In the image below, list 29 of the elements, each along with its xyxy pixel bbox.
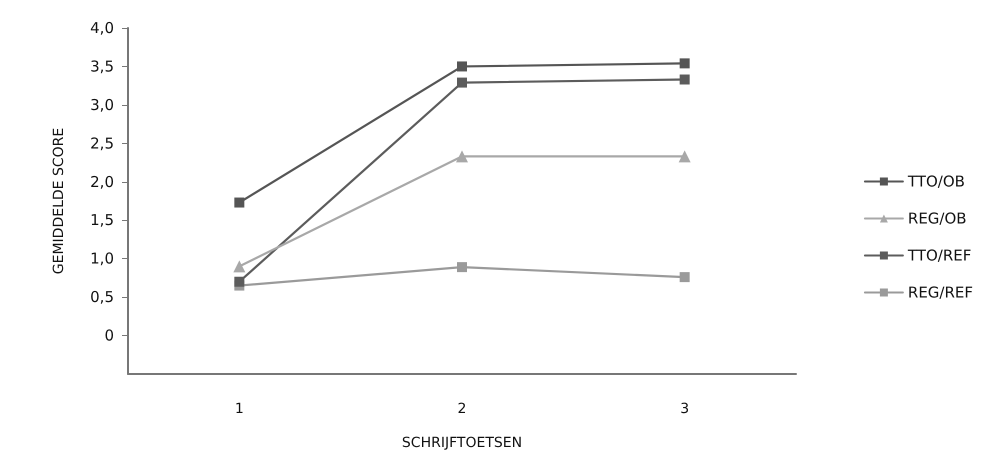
y-axis-title: GEMIDDELDE SCORE — [51, 128, 67, 274]
y-tick-label: 3,0 — [90, 96, 114, 114]
y-tick-label: 1,0 — [90, 250, 114, 268]
y-tick-label: 3,5 — [90, 57, 114, 76]
point — [456, 150, 468, 162]
y-tick-label: 2,0 — [90, 172, 114, 191]
legend-label: TTO/OB — [906, 172, 965, 190]
y-tick-label: 0 — [104, 326, 114, 345]
point — [680, 74, 690, 85]
y-tick-label: 0,5 — [90, 288, 114, 306]
x-tick-label: 2 — [458, 401, 466, 417]
point — [234, 198, 244, 208]
legend-label: TTO/REF — [906, 246, 972, 264]
x-axis-title: SCHRIJFTOETSEN — [402, 435, 522, 451]
point — [680, 58, 690, 68]
legend-label: REG/OB — [908, 210, 967, 228]
point — [678, 150, 691, 162]
point — [457, 78, 467, 88]
point — [233, 260, 246, 272]
y-tick-label: 2,5 — [90, 134, 114, 152]
legend-label: REG/REF — [908, 284, 974, 302]
point — [457, 262, 467, 272]
x-tick-label: 3 — [680, 401, 690, 417]
y-tick-label: 4,0 — [90, 19, 114, 37]
point — [680, 272, 690, 282]
point — [234, 276, 244, 287]
x-tick-label: 1 — [234, 401, 244, 417]
point — [457, 61, 467, 72]
y-tick-label: 1,5 — [90, 211, 114, 230]
